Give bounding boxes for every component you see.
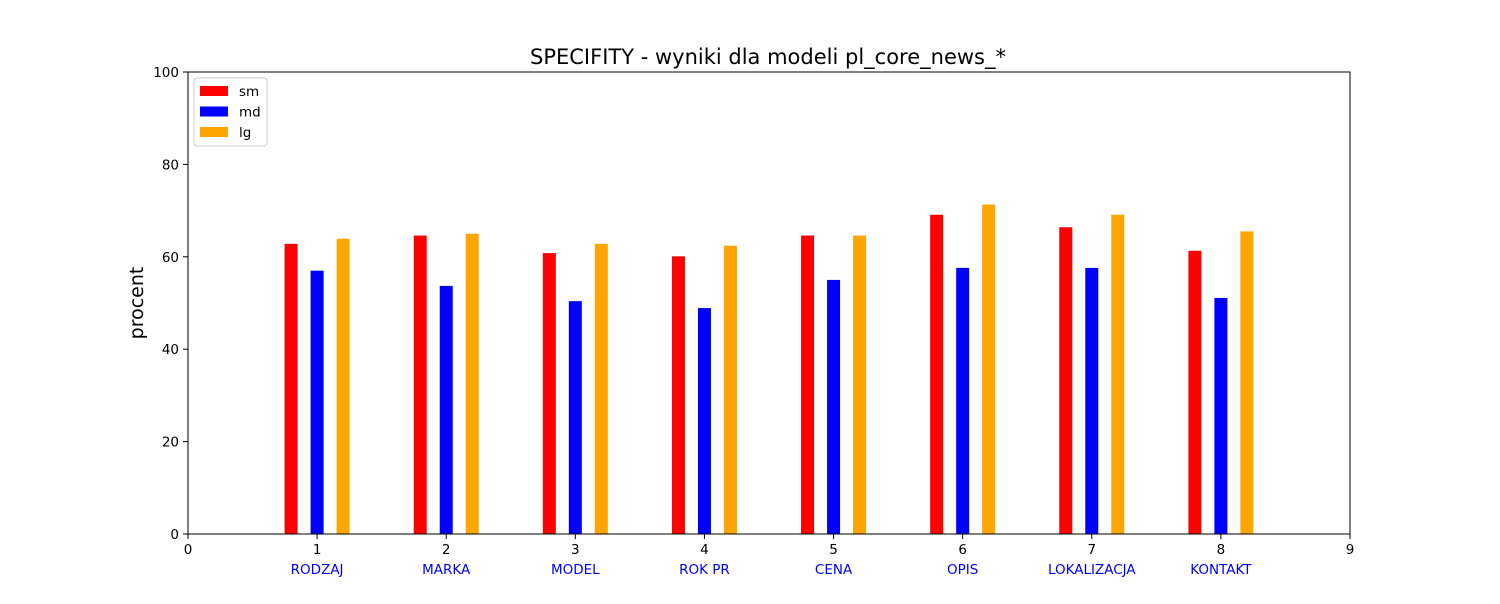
x-tick-label: 8 xyxy=(1217,542,1226,558)
bar-md-2 xyxy=(439,285,453,534)
category-label: MODEL xyxy=(551,562,600,578)
legend-label-sm: sm xyxy=(239,84,259,100)
category-label: CENA xyxy=(815,562,853,578)
bar-sm-3 xyxy=(542,253,556,534)
bar-sm-2 xyxy=(413,235,427,535)
bar-lg-6 xyxy=(982,204,996,534)
y-tick-label: 100 xyxy=(153,65,179,81)
plot-area: 0 1 2 3 4 5 6 7 8 9 RODZAJ MARKA MODEL ROK PR CENA OPIS… xyxy=(153,65,1354,578)
chart-title: SPECIFITY - wyniki dla modeli pl_core_ne… xyxy=(530,45,1006,70)
x-tick-label: 2 xyxy=(442,542,451,558)
x-tick-label: 7 xyxy=(1087,542,1096,558)
x-tick-label: 1 xyxy=(313,542,322,558)
legend: sm md lg xyxy=(193,77,268,147)
legend-swatch-sm xyxy=(200,86,228,96)
y-tick-label: 0 xyxy=(170,527,179,543)
x-tick-label: 9 xyxy=(1346,542,1355,558)
bar-sm-8 xyxy=(1188,250,1202,535)
bar-md-8 xyxy=(1214,297,1228,534)
bar-md-4 xyxy=(697,308,711,534)
bar-md-5 xyxy=(827,279,841,534)
bar-sm-6 xyxy=(930,214,944,534)
y-axis-label: procent xyxy=(126,267,148,340)
category-label: KONTAKT xyxy=(1190,562,1252,578)
bar-sm-7 xyxy=(1059,227,1073,535)
x-tick-label: 3 xyxy=(571,542,580,558)
y-tick-label: 40 xyxy=(162,342,179,358)
bar-md-1 xyxy=(310,270,324,534)
bar-lg-7 xyxy=(1111,214,1125,534)
y-tick-label: 60 xyxy=(162,250,179,266)
category-label: OPIS xyxy=(947,562,978,578)
x-tick-label: 0 xyxy=(184,542,193,558)
bar-sm-5 xyxy=(801,235,815,535)
y-tick-label: 20 xyxy=(162,435,179,451)
legend-label-md: md xyxy=(239,105,261,121)
axes-frame xyxy=(187,71,1351,535)
x-tick-label: 4 xyxy=(700,542,709,558)
bar-lg-2 xyxy=(465,233,479,534)
bar-sm-4 xyxy=(671,256,685,534)
bar-md-3 xyxy=(568,301,582,534)
legend-swatch-lg xyxy=(200,127,228,137)
category-label: LOKALIZACJA xyxy=(1048,562,1136,578)
x-tick-label: 6 xyxy=(958,542,967,558)
bar-md-6 xyxy=(956,267,970,534)
y-tick-label: 80 xyxy=(162,157,179,173)
legend-swatch-md xyxy=(200,106,228,117)
bar-lg-4 xyxy=(723,245,737,534)
category-label: ROK PR xyxy=(679,562,730,578)
bar-lg-8 xyxy=(1240,231,1254,534)
bar-lg-1 xyxy=(336,238,350,534)
x-tick-label: 5 xyxy=(829,542,838,558)
legend-label-lg: lg xyxy=(239,125,251,141)
category-label: RODZAJ xyxy=(291,562,344,578)
bar-sm-1 xyxy=(284,243,298,535)
category-label: MARKA xyxy=(422,562,471,578)
bar-lg-5 xyxy=(853,235,867,535)
bar-lg-3 xyxy=(594,243,608,535)
bar-md-7 xyxy=(1085,267,1099,534)
